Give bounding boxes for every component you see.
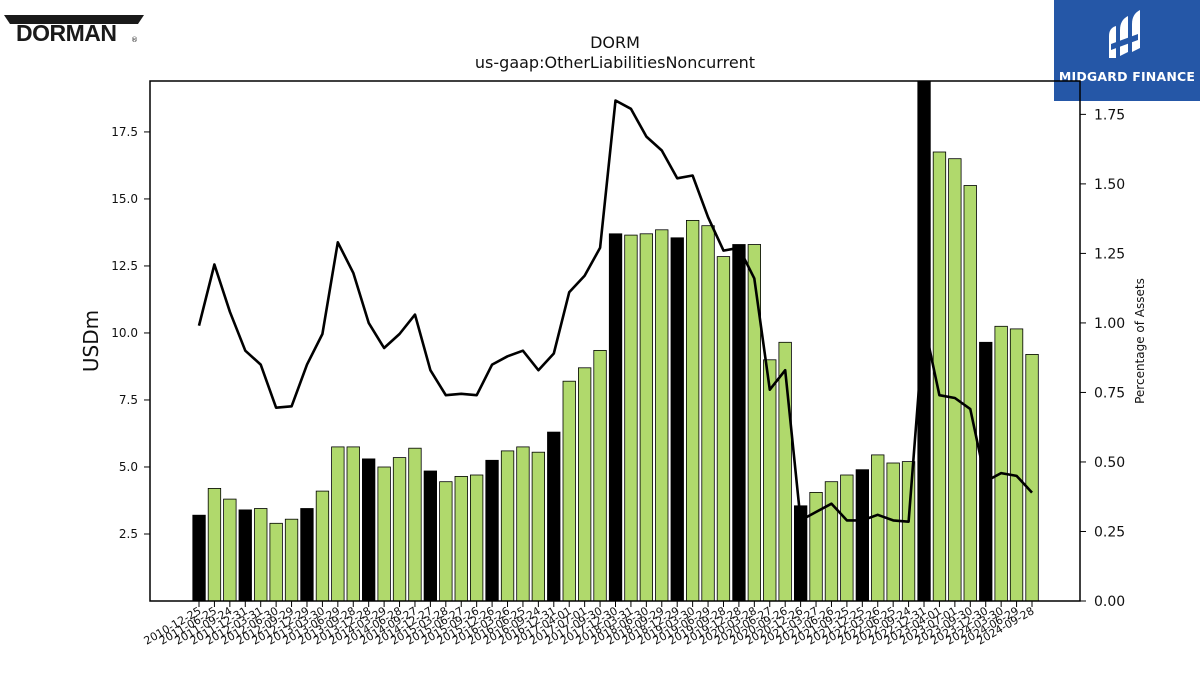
bar-quarter [686,219,700,602]
bar-quarter [223,498,237,602]
bar-quarter [763,359,777,602]
y2-tick-label: 1.75 [1094,107,1125,123]
bar-quarter [1009,328,1024,602]
bar-quarter [593,349,607,602]
bar-quarter [331,446,345,602]
bar-quarter [886,462,900,602]
bar-quarter [284,518,299,602]
bar-quarter [1025,353,1039,602]
y-tick-label: 17.5 [111,125,138,139]
y2-tick-label: 0.00 [1094,594,1125,610]
bar-annual [485,459,499,602]
bar-quarter [871,454,885,602]
bar-quarter [716,256,731,602]
bar-annual [361,458,376,602]
midgard-finance-logo: MIDGARD FINANCE [1054,0,1200,101]
bar-annual [547,431,561,602]
bar-quarter [377,466,391,602]
bar-quarter [269,522,283,602]
bar-quarter [639,233,653,602]
midgard-mark-icon [1109,10,1140,58]
y2-tick-label: 1.50 [1094,177,1125,193]
y-axis-right: 0.00 0.25 0.50 0.75 1.00 1.25 1.50 1.75 [1080,107,1125,610]
y-tick-label: 7.5 [119,393,138,407]
pct-line-series [197,99,1033,524]
bar-annual [300,508,314,602]
bar-quarter [578,367,592,602]
chart-subtitle: us-gaap:OtherLiabilitiesNoncurrent [475,53,755,72]
bar-quarter [500,450,515,602]
bar-quarter [562,380,576,602]
y-tick-label: 10.0 [111,326,138,340]
bar-quarter [531,451,545,602]
dorman-logo: DORMAN ® [4,10,144,46]
bar-quarter [207,487,222,602]
y-tick-label: 2.5 [119,527,138,541]
bar-quarter [747,244,761,602]
y-tick-label: 5.0 [119,460,138,474]
y2-tick-label: 1.25 [1094,246,1125,262]
bar-quarter [824,481,839,602]
y-axis-left: 2.5 5.0 7.5 10.0 12.5 15.0 17.5 [111,125,150,541]
pct-assets-line [197,99,1033,524]
bar-annual [423,470,438,602]
bar-annual [238,509,252,602]
bar-quarter [948,158,962,602]
bar-annual [192,514,206,602]
y2-tick-label: 0.75 [1094,385,1125,401]
y-tick-label: 15.0 [111,192,138,206]
dorman-logo-text: DORMAN [16,20,117,46]
bar-annual [608,233,623,602]
y2-tick-label: 0.50 [1094,455,1125,471]
bar-quarter [454,475,468,602]
bar-quarter [655,229,669,602]
bar-quarter [624,234,638,602]
bar-quarter [963,185,977,602]
bar-quarter [346,446,360,602]
bar-quarter [254,508,268,602]
bar-quarter [701,225,715,602]
midgard-finance-logo-text: MIDGARD FINANCE [1058,69,1196,84]
bar-annual [855,469,869,602]
chart-title: DORM [590,33,640,52]
svg-text:®: ® [131,36,138,44]
bar-quarter [392,457,407,602]
bar-annual [732,244,746,602]
bar-quarter [315,490,330,602]
bar-annual [670,237,684,602]
bar-quarter [994,325,1008,602]
x-axis: 2010-12-252011-06-252011-09-242011-12-31… [142,601,1037,648]
y2-axis-label: Percentage of Assets [1133,278,1147,404]
bar-quarter [439,481,453,602]
bar-quarter [408,447,422,602]
y-axis-label: USDm [79,310,103,372]
bar-quarter [840,474,854,602]
y2-tick-label: 0.25 [1094,524,1125,540]
bar-series [192,80,1039,602]
bar-quarter [469,474,484,602]
y-tick-label: 12.5 [111,259,138,273]
bar-annual [979,341,993,602]
bar-quarter [516,446,530,602]
y2-tick-label: 1.00 [1094,316,1125,332]
